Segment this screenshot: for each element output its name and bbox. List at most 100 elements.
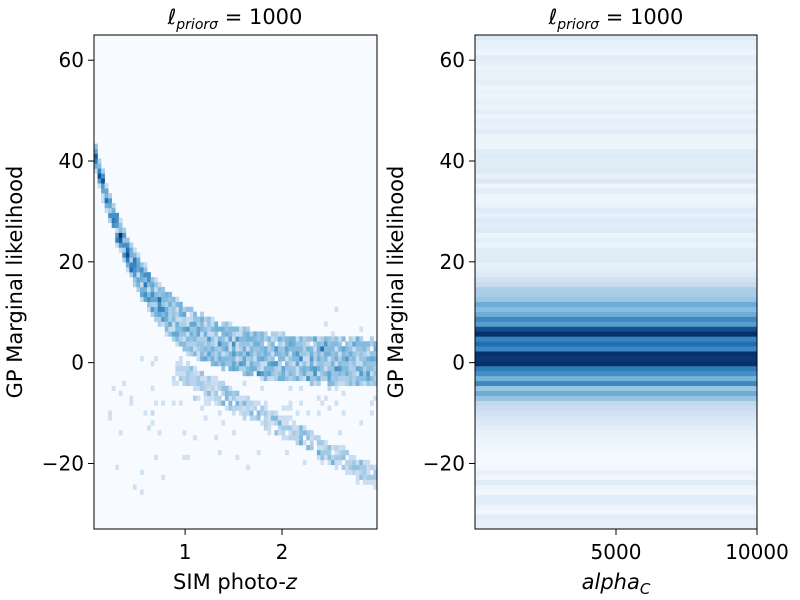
left-heatmap-cell (175, 311, 180, 317)
left-heatmap-cell (299, 425, 304, 431)
left-heatmap-cell (111, 207, 116, 214)
left-heatmap-cell (182, 370, 187, 377)
left-heatmap-cell (246, 395, 250, 401)
left-heatmap-cell (228, 361, 233, 367)
left-heatmap-cell (309, 346, 314, 352)
left-heatmap-cell (366, 375, 371, 382)
left-heatmap-cell (366, 346, 371, 352)
left-heatmap-cell (341, 336, 346, 342)
left-heatmap-cell (323, 445, 328, 451)
left-heatmap-cell (214, 361, 219, 367)
left-heatmap-cell (327, 356, 332, 362)
left-heatmap-cell (178, 400, 183, 406)
left-heatmap-cell (331, 375, 335, 382)
left-heatmap-cell (228, 351, 233, 357)
left-heatmap-cell (270, 410, 275, 416)
left-heatmap-cell (132, 282, 137, 288)
left-heatmap-cell (373, 474, 378, 480)
right-heatmap-band (475, 385, 757, 391)
left-heatmap-cells (94, 143, 378, 495)
left-heatmap-cell (348, 459, 353, 466)
left-heatmap-cell (263, 346, 268, 352)
left-heatmap-cell (277, 356, 282, 362)
right-heatmap-band (475, 469, 757, 475)
left-heatmap-cell (352, 365, 357, 372)
left-heatmap-cell (341, 464, 346, 471)
left-heatmap-cell (214, 336, 219, 342)
left-heatmap-cell (210, 316, 215, 322)
left-heatmap-cell (334, 351, 339, 357)
left-heatmap-cell (224, 336, 229, 342)
left-heatmap-cell (323, 341, 328, 347)
left-heatmap-cell (263, 415, 268, 421)
left-heatmap-cell (260, 361, 265, 367)
right-heatmap-band (475, 109, 757, 115)
left-heatmap-cell (260, 370, 265, 377)
left-heatmap-cell (239, 346, 243, 352)
left-heatmap-cell (125, 252, 130, 258)
left-heatmap-cell (323, 346, 328, 352)
left-heatmap-cell (373, 469, 378, 475)
left-heatmap-cell (157, 306, 162, 312)
left-heatmap-cell (299, 346, 304, 352)
left-heatmap-cell (193, 316, 197, 322)
left-heatmap-cell (362, 356, 367, 362)
left-xtick-label: 2 (276, 540, 289, 564)
left-heatmap-cell (302, 341, 307, 347)
left-heatmap-cell (200, 341, 204, 347)
left-heatmap-cell (359, 380, 364, 387)
left-heatmap-cell (200, 336, 204, 342)
right-heatmap-band (475, 222, 757, 228)
left-heatmap-cell (352, 380, 357, 387)
right-heatmap-band (475, 143, 757, 149)
right-ytick-label: −20 (423, 451, 465, 475)
right-heatmap-band (475, 94, 757, 100)
left-heatmap-cell (242, 336, 247, 342)
left-heatmap-cell (295, 365, 300, 372)
left-heatmap-cell (207, 331, 212, 337)
left-heatmap-cell (185, 380, 190, 387)
left-heatmap-cell (214, 356, 219, 362)
left-heatmap-cell (288, 336, 293, 342)
left-heatmap-cell (143, 296, 148, 303)
left-heatmap-cell (108, 212, 112, 219)
left-heatmap-cell (352, 361, 357, 367)
left-heatmap-cell (267, 415, 272, 421)
left-heatmap-cell (260, 331, 265, 337)
left-heatmap-cell (267, 361, 272, 367)
left-heatmap-cell (338, 341, 342, 347)
left-heatmap-cell (295, 410, 300, 416)
left-heatmap-cell (242, 410, 247, 416)
left-heatmap-cell (111, 385, 116, 391)
left-heatmap-cell (292, 346, 296, 352)
left-heatmap-cell (292, 341, 296, 347)
left-heatmap-cell (196, 316, 201, 322)
left-heatmap-cell (369, 365, 374, 372)
left-heatmap-cell (228, 326, 233, 332)
left-heatmap-cell (281, 415, 286, 421)
left-heatmap-cell (235, 331, 240, 337)
left-heatmap-cell (249, 415, 254, 421)
left-heatmap-cell (285, 365, 289, 372)
right-heatmap-band (475, 178, 757, 184)
right-heatmap-band (475, 207, 757, 214)
left-heatmap-cell (129, 242, 134, 248)
left-heatmap-cell (295, 351, 300, 357)
left-heatmap-cell (345, 380, 349, 387)
left-heatmap-cell (263, 370, 268, 377)
left-heatmap-cell (115, 222, 120, 228)
left-heatmap-cell (309, 356, 314, 362)
left-heatmap-cell (185, 370, 190, 377)
left-heatmap-cell (189, 380, 194, 387)
left-heatmap-cell (274, 331, 279, 337)
left-heatmap-cell (320, 445, 325, 451)
left-heatmap-cell (136, 272, 141, 278)
left-heatmap-cell (302, 370, 307, 377)
left-heatmap-cell (320, 400, 325, 406)
left-heatmap-cell (214, 341, 219, 347)
left-heatmap-cell (185, 361, 190, 367)
left-heatmap-cell (224, 405, 229, 411)
left-heatmap-cell (161, 291, 166, 298)
